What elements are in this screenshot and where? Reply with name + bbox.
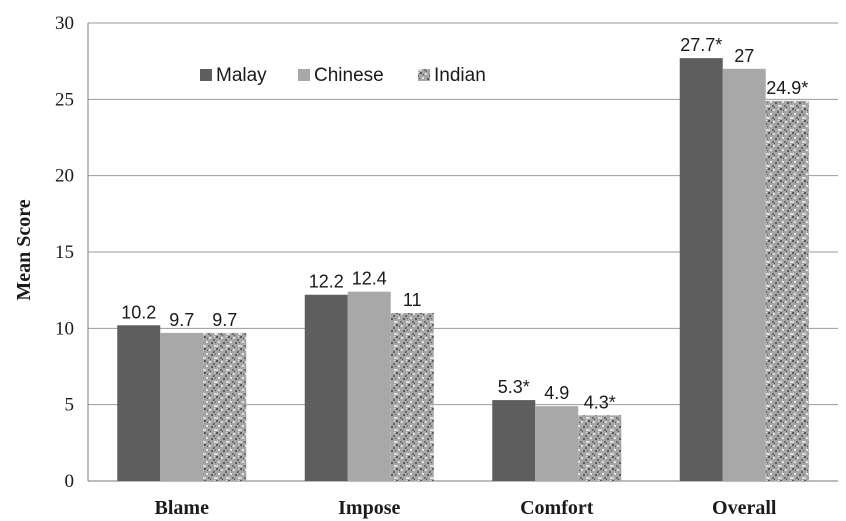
y-tick-label: 10: [55, 318, 74, 339]
bar-malay-blame: [117, 325, 161, 481]
axes: 0 5 10 15 20 25 30 Blame Impose Comfort Overall: [55, 13, 838, 519]
legend-swatch-indian: [418, 69, 430, 81]
data-label-malay-blame: 10.2: [121, 302, 156, 322]
y-tick-label: 5: [65, 395, 75, 416]
data-label-chinese-comfort: 4.9: [544, 383, 569, 403]
bar-malay-impose: [304, 294, 348, 481]
data-labels: 10.2 9.7 9.7 12.2 12.4 11 5.3* 4.9 4.3* 27.7* 27 24…: [121, 35, 808, 412]
x-category-label: Impose: [338, 497, 400, 519]
bar-chinese-comfort: [535, 406, 579, 481]
x-category-label: Comfort: [520, 497, 594, 519]
bar-chinese-blame: [160, 332, 204, 481]
legend-swatch-malay: [200, 69, 212, 81]
bar-malay-comfort: [492, 400, 536, 481]
y-tick-label: 0: [65, 471, 75, 492]
data-label-indian-impose: 11: [403, 290, 422, 310]
data-label-chinese-blame: 9.7: [169, 310, 194, 330]
legend-label-indian: Indian: [434, 65, 486, 86]
bar-indian-comfort: [578, 415, 622, 481]
x-category-label: Overall: [712, 497, 777, 519]
y-tick-label: 25: [55, 89, 74, 110]
bars: [117, 58, 809, 482]
data-label-malay-overall: 27.7*: [680, 35, 722, 55]
legend-label-malay: Malay: [216, 65, 267, 86]
data-label-malay-impose: 12.2: [309, 272, 344, 292]
x-category-label: Blame: [155, 497, 210, 519]
legend-swatch-chinese: [298, 69, 310, 81]
legend: Malay Chinese Indian: [200, 65, 486, 86]
y-tick-label: 20: [55, 166, 74, 187]
bar-malay-overall: [679, 58, 723, 481]
data-label-malay-comfort: 5.3*: [498, 377, 530, 397]
bar-indian-blame: [203, 332, 247, 481]
data-label-chinese-impose: 12.4: [352, 269, 387, 289]
bar-indian-overall: [765, 100, 809, 482]
data-label-indian-comfort: 4.3*: [584, 392, 616, 412]
data-label-indian-blame: 9.7: [212, 310, 237, 330]
data-label-indian-overall: 24.9*: [766, 78, 808, 98]
data-label-chinese-overall: 27: [734, 46, 754, 66]
bar-chinese-overall: [722, 68, 766, 482]
y-tick-label: 15: [55, 242, 74, 263]
y-axis-title: Mean Score: [13, 199, 35, 300]
bar-chinese-impose: [347, 291, 391, 481]
bar-indian-impose: [390, 313, 434, 481]
legend-label-chinese: Chinese: [314, 65, 384, 86]
y-tick-label: 30: [55, 13, 74, 34]
